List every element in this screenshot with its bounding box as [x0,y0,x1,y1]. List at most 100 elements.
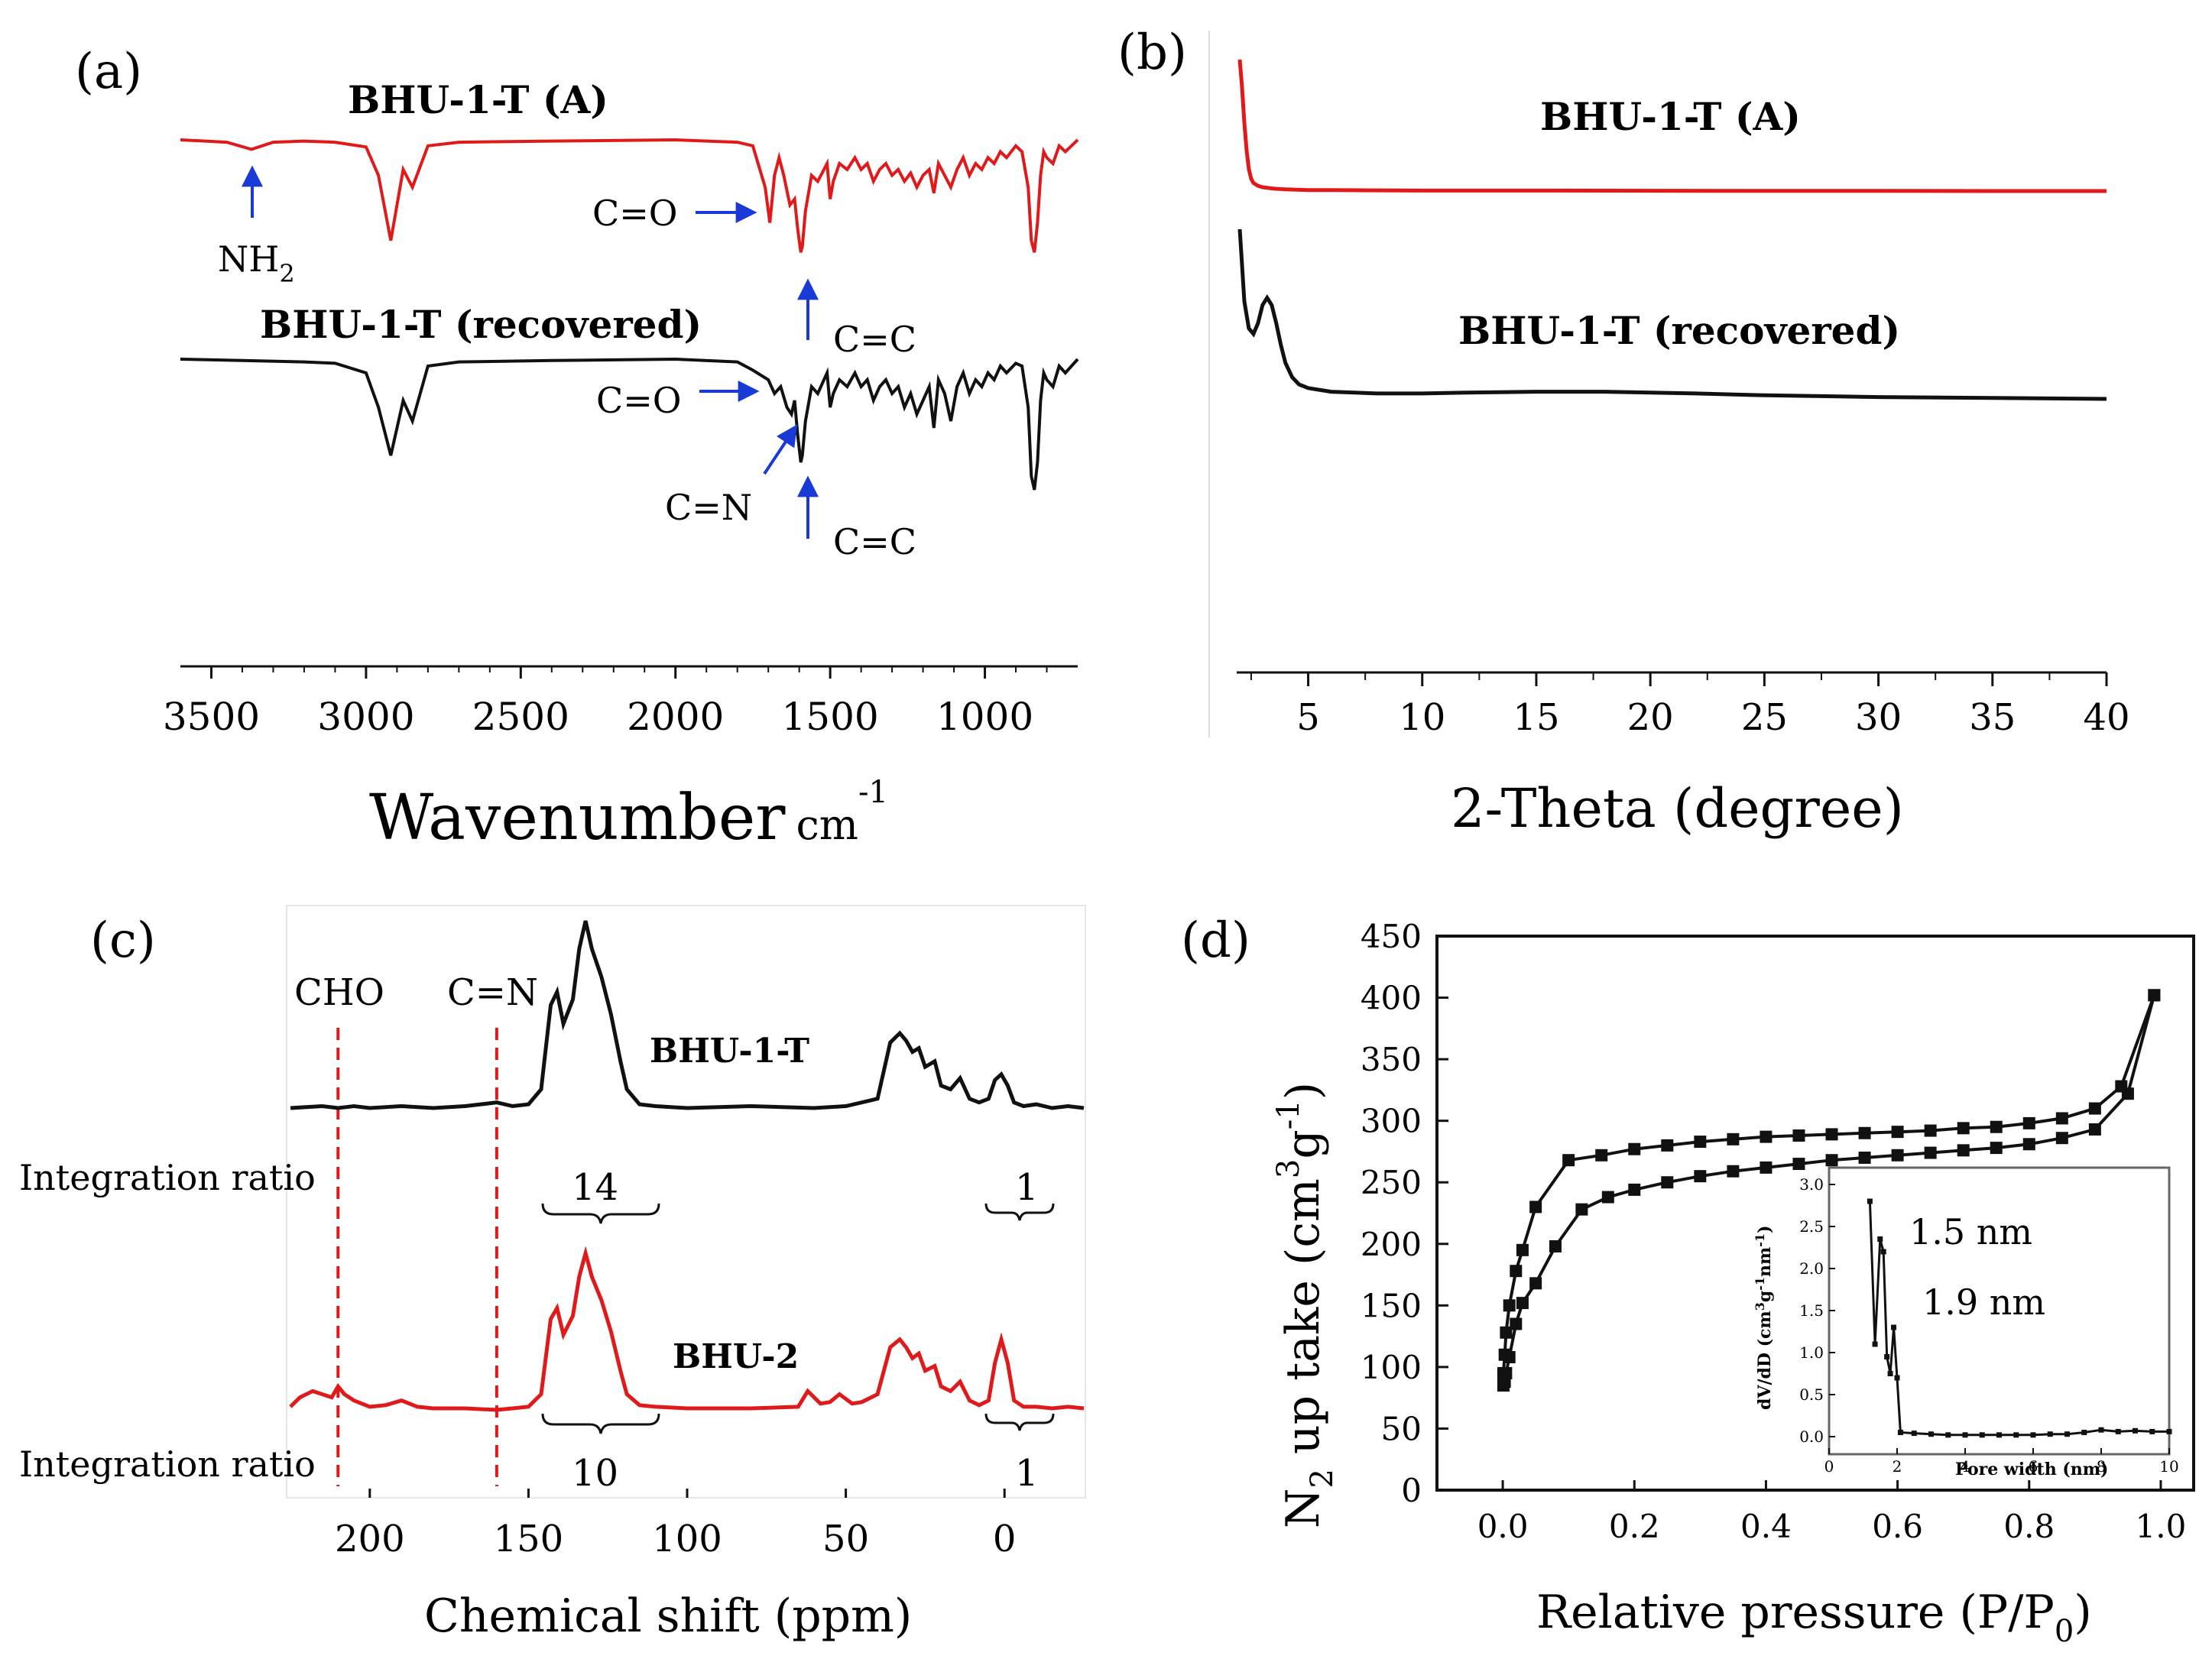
inset-plot [1867,1198,2172,1438]
panel-d-plot [1497,989,2161,1392]
panel-b-plot [1237,59,2107,401]
x-tick-label: 20 [1627,696,1674,739]
inset-point [1877,1236,1883,1242]
panel-d-frame [1435,935,2195,1492]
x-tick-label: 100 [652,1518,722,1560]
x-tick-label: 5 [1296,696,1320,739]
brace-bhu1t-aliphatic [984,1203,1055,1221]
inset-point [2030,1432,2036,1438]
isotherm-point [1562,1154,1575,1167]
annot-cc-red: C=C [833,319,916,360]
inset-x-tick-label: 10 [2159,1457,2178,1476]
panel-b-label: (b) [1117,24,1187,81]
annot-cn-a: C=N [665,487,752,528]
inset-y-label: dV/dD (cm3g-1nm-1) [1753,1226,1775,1411]
inset-ticks: 0 2 4 6 8 10 0.0 0.5 1.0 1.5 2.0 2.5 3.0 [1799,1175,2179,1476]
isotherm-point [1661,1139,1674,1152]
series-line-recovered [1237,228,2107,401]
isotherm-point [2088,1102,2101,1115]
inset-point [1962,1432,1968,1438]
series-label-bhu1t-a: BHU-1-T (A) [348,77,608,122]
inset-y-tick-label: 3.0 [1799,1175,1824,1194]
isotherm-point [1957,1122,1970,1135]
isotherm-point [1497,1366,1510,1379]
series-line-bhu-1-t [290,920,1085,1110]
inset-x-tick-label: 8 [2097,1457,2107,1476]
panel-d: (d) 0.0 0.2 0.4 0.6 0.8 1.0050100150200250300… [1181,912,2195,1649]
inset-point [1894,1375,1900,1381]
isotherm-point [1825,1128,1838,1141]
x-tick-label: 0.6 [1872,1508,1923,1545]
isotherm-point [2022,1116,2035,1129]
y-tick-label: 0 [1401,1472,1422,1509]
isotherm-point [1661,1176,1674,1189]
isotherm-point [1727,1165,1740,1178]
isotherm-point [1529,1201,1542,1213]
inset-annot-1-5nm: 1.5 nm [1909,1211,2032,1252]
x-tick-label: 1000 [936,695,1033,739]
x-tick-label: 40 [2083,696,2129,739]
isotherm-point [1858,1126,1871,1139]
isotherm-point [2148,989,2161,1002]
isotherm-point [2088,1123,2101,1136]
x-tick-label: 3500 [163,695,260,739]
panel-a-plot [180,138,1079,491]
inset-x-tick-label: 2 [1893,1457,1902,1476]
panel-b-x-label: 2-Theta (degree) [1451,777,1904,840]
isotherm-point [1595,1149,1608,1162]
inset-y-tick-label: 2.0 [1799,1259,1824,1278]
inset-point [1911,1431,1917,1437]
isotherm-point [1825,1154,1838,1167]
y-tick-label: 300 [1361,1103,1422,1140]
isotherm-point [1760,1130,1773,1143]
ratio-bhu2-aromatic: 10 [572,1452,618,1495]
panel-c-x-label: Chemical shift (ppm) [424,1589,912,1643]
ref-label-cn: C=N [447,971,538,1014]
inset-point [2047,1431,2053,1437]
inset-point [1880,1249,1886,1255]
panel-d-label: (d) [1181,912,1250,969]
inset-point [1884,1354,1890,1359]
series-label-c-bhu1t: BHU-1-T [650,1032,809,1071]
isotherm-point [1628,1142,1641,1155]
isotherm-point [1727,1132,1740,1145]
panel-d-x-label: Relative pressure (P/P0) [1536,1586,2092,1649]
inset-point [1887,1371,1893,1376]
panel-b: (b) 5 10 15 20 25 30 35 40 2-Theta (degree) BHU… [1117,24,2130,840]
x-tick-label: 0.4 [1740,1508,1792,1545]
x-tick-label: 25 [1741,696,1788,739]
isotherm-point [1516,1297,1529,1310]
ratio-bhu1t-aliphatic: 1 [1015,1166,1039,1209]
y-tick-label: 50 [1381,1410,1422,1447]
series-label-b-recovered: BHU-1-T (recovered) [1458,308,1900,353]
x-tick-label: 150 [494,1518,564,1560]
panel-c-label: (c) [90,912,156,969]
x-tick-label: 200 [335,1518,405,1560]
x-tick-label: 1500 [782,695,879,739]
inset-pore-distribution: 0 2 4 6 8 10 0.0 0.5 1.0 1.5 2.0 2.5 3.0 Pore width … [1753,1166,2179,1479]
series-line-bhu-2 [289,1246,1085,1412]
isotherm-point [1792,1129,1805,1142]
ref-label-cho: CHO [294,971,384,1014]
series-label-bhu1t-recovered: BHU-1-T (recovered) [260,302,702,347]
x-tick-label: 0.2 [1609,1508,1660,1545]
panel-c-plot [289,920,1085,1412]
isotherm-point [2055,1112,2068,1125]
isotherm-point [1500,1326,1513,1339]
panel-a: (a) 3500 3000 2500 2000 1500 1000 Wavenumber c… [75,44,1079,854]
brace-bhu1t-aromatic [541,1203,660,1224]
inset-x-tick-label: 6 [2029,1457,2038,1476]
isotherm-point [2022,1138,2035,1151]
isotherm-point [1549,1240,1562,1252]
y-tick-label: 350 [1361,1041,1422,1078]
integration-ratio-label-2: Integration ratio [19,1444,316,1485]
inset-point [2166,1428,2172,1434]
isotherm-point [1924,1146,1937,1159]
inset-x-tick-label: 4 [1961,1457,1970,1476]
y-tick-label: 200 [1361,1226,1422,1263]
isotherm-point [1516,1243,1529,1256]
inset-annot-1-9nm: 1.9 nm [1922,1282,2045,1323]
inset-y-tick-label: 1.0 [1799,1343,1824,1362]
x-tick-label: 3000 [317,695,414,739]
